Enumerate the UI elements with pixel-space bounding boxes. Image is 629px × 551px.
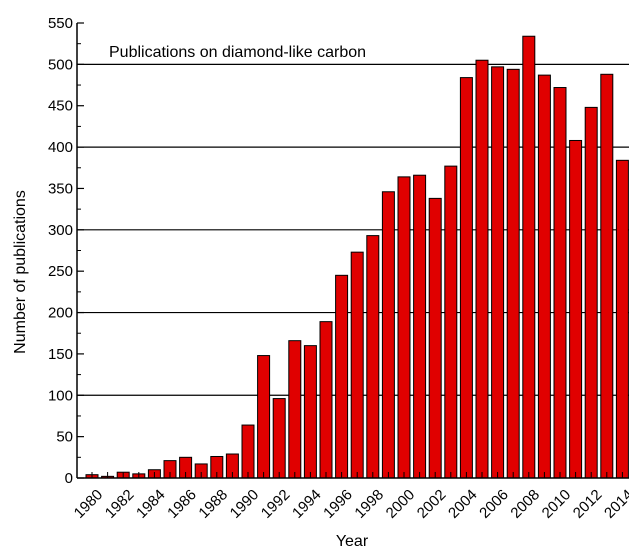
bar-1999 xyxy=(381,191,395,479)
x-tick-label-2002: 2002 xyxy=(414,486,450,522)
y-tick-label-400: 400 xyxy=(48,139,73,156)
x-tick-label-2012: 2012 xyxy=(570,486,606,522)
x-tick-label-1982: 1982 xyxy=(102,486,138,522)
bar-2014 xyxy=(615,159,629,479)
bar-2011 xyxy=(569,139,583,479)
bar-1998 xyxy=(366,235,380,479)
y-tick-labels: 0 50 100 150 200 250 300 350 400 450 500 550 xyxy=(48,15,73,487)
bar-2013 xyxy=(600,73,614,479)
bar-2005 xyxy=(475,59,489,479)
x-tick-label-2010: 2010 xyxy=(539,486,575,522)
bar-2006 xyxy=(491,66,505,479)
x-tick-label-1994: 1994 xyxy=(289,486,325,522)
bar-2000 xyxy=(397,176,411,479)
y-tick-label-50: 50 xyxy=(56,429,73,446)
x-tick-label-1992: 1992 xyxy=(258,486,294,522)
bar-1995 xyxy=(319,321,333,479)
bar-2002 xyxy=(428,197,442,479)
x-axis-title: Year xyxy=(336,533,369,550)
y-tick-label-0: 0 xyxy=(65,470,73,487)
bar-2004 xyxy=(459,77,473,479)
x-tick-labels: 1980198219841986198819901992199419961998… xyxy=(71,486,629,522)
chart-annotation: Publications on diamond-like carbon xyxy=(109,44,366,61)
y-tick-label-300: 300 xyxy=(48,222,73,239)
x-tick-label-1996: 1996 xyxy=(320,486,356,522)
bar-1996 xyxy=(335,274,349,479)
bar-1992 xyxy=(272,398,286,479)
x-tick-label-1984: 1984 xyxy=(133,486,169,522)
x-tick-label-2000: 2000 xyxy=(383,486,419,522)
bar-2003 xyxy=(444,165,458,479)
bar-1993 xyxy=(288,340,302,479)
y-tick-label-550: 550 xyxy=(48,15,73,32)
x-tick-label-2008: 2008 xyxy=(507,486,543,522)
x-tick-label-1990: 1990 xyxy=(227,486,263,522)
y-tick-label-350: 350 xyxy=(48,180,73,197)
bar-2012 xyxy=(584,106,598,479)
y-tick-label-500: 500 xyxy=(48,56,73,73)
x-tick-label-2014: 2014 xyxy=(601,486,629,522)
y-tick-label-100: 100 xyxy=(48,387,73,404)
x-tick-label-1986: 1986 xyxy=(164,486,200,522)
y-tick-label-200: 200 xyxy=(48,305,73,322)
bar-1997 xyxy=(350,251,364,479)
bars xyxy=(85,35,629,479)
grid-lines xyxy=(77,63,629,396)
bar-1990 xyxy=(241,424,255,479)
bar-2008 xyxy=(522,35,536,479)
x-tick-label-2004: 2004 xyxy=(445,486,481,522)
y-tick-label-450: 450 xyxy=(48,98,73,115)
x-tick-label-1988: 1988 xyxy=(195,486,231,522)
bar-2009 xyxy=(537,74,551,479)
bar-2010 xyxy=(553,87,567,479)
y-tick-label-150: 150 xyxy=(48,346,73,363)
y-tick-label-250: 250 xyxy=(48,263,73,280)
x-tick-label-2006: 2006 xyxy=(476,486,512,522)
bar-1991 xyxy=(257,355,271,479)
bar-2007 xyxy=(506,68,520,479)
bar-1994 xyxy=(303,345,317,479)
axes xyxy=(76,22,629,479)
x-tick-label-1998: 1998 xyxy=(351,486,387,522)
y-axis-title: Number of publications xyxy=(12,190,29,354)
bar-2001 xyxy=(413,174,427,479)
x-tick-label-1980: 1980 xyxy=(71,486,107,522)
